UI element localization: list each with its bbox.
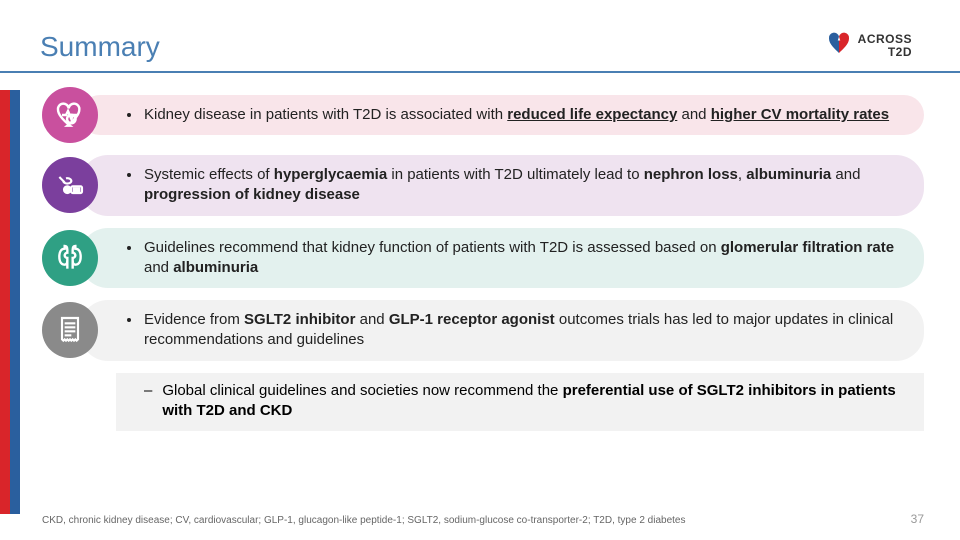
summary-sub-bullet: –Global clinical guidelines and societie…	[116, 373, 924, 432]
side-accent-bars	[0, 90, 20, 514]
summary-bullet: Kidney disease in patients with T2D is a…	[80, 95, 924, 135]
heart-pulse-icon	[42, 87, 98, 143]
header-divider	[0, 71, 960, 73]
summary-row: Systemic effects of hyperglycaemia in pa…	[42, 155, 924, 216]
page-title: Summary	[40, 31, 160, 63]
summary-bullet: Systemic effects of hyperglycaemia in pa…	[80, 155, 924, 216]
brand-logo: ACROSS T2D	[824, 28, 912, 63]
logo-heart-icon	[824, 28, 854, 63]
footnote-text: CKD, chronic kidney disease; CV, cardiov…	[42, 515, 685, 526]
document-icon	[42, 302, 98, 358]
summary-row: Guidelines recommend that kidney functio…	[42, 228, 924, 289]
summary-content: Kidney disease in patients with T2D is a…	[0, 87, 960, 431]
blood-drop-icon	[42, 157, 98, 213]
logo-text: ACROSS T2D	[858, 33, 912, 58]
summary-bullet: Guidelines recommend that kidney functio…	[80, 228, 924, 289]
summary-row: Kidney disease in patients with T2D is a…	[42, 87, 924, 143]
slide-footer: CKD, chronic kidney disease; CV, cardiov…	[42, 512, 924, 526]
slide-header: Summary ACROSS T2D	[0, 0, 960, 71]
page-number: 37	[911, 512, 924, 526]
summary-row: Evidence from SGLT2 inhibitor and GLP-1 …	[42, 300, 924, 361]
kidneys-icon	[42, 230, 98, 286]
summary-bullet: Evidence from SGLT2 inhibitor and GLP-1 …	[80, 300, 924, 361]
